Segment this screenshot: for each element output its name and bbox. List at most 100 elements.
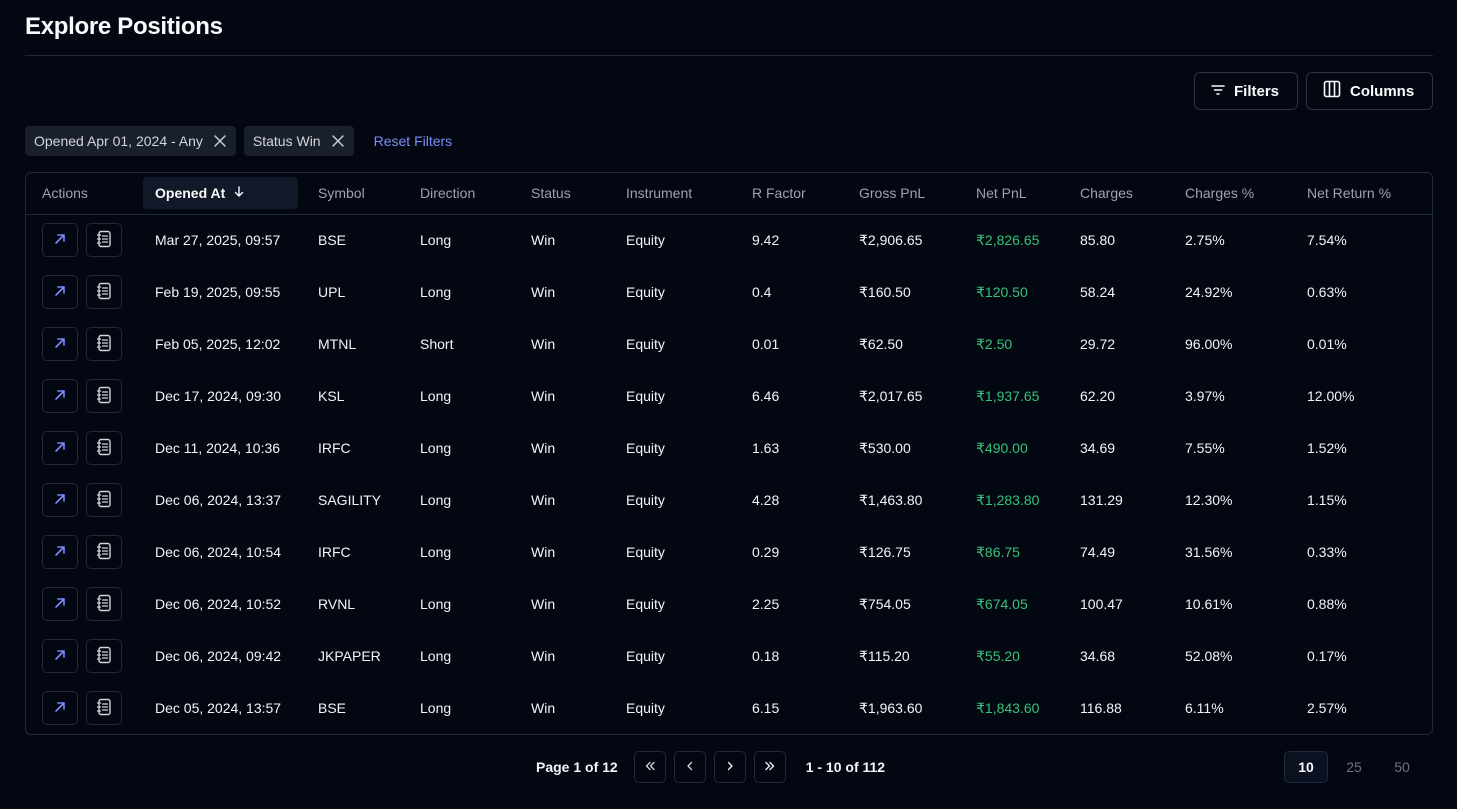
reset-filters-link[interactable]: Reset Filters <box>373 133 453 149</box>
r-factor-cell: 1.63 <box>752 440 780 456</box>
column-header-status[interactable]: Status <box>531 185 571 202</box>
journal-button[interactable] <box>86 431 122 465</box>
symbol-cell: SAGILITY <box>318 492 382 508</box>
table-row[interactable]: Mar 27, 2025, 09:57 BSE Long Win Equity 9.42 ₹… <box>26 214 1432 266</box>
page-size-option[interactable]: 10 <box>1284 751 1328 783</box>
column-header-charges-pct[interactable]: Charges % <box>1185 185 1255 202</box>
gross-pnl-cell: ₹62.50 <box>859 335 903 352</box>
journal-button[interactable] <box>86 535 122 569</box>
open-position-button[interactable] <box>42 639 78 673</box>
open-position-button[interactable] <box>42 327 78 361</box>
open-position-button[interactable] <box>42 223 78 258</box>
opened-at-cell: Feb 19, 2025, 09:55 <box>155 284 281 300</box>
charges-cell: 116.88 <box>1080 700 1122 716</box>
net-pnl-cell: ₹55.20 <box>976 647 1020 664</box>
close-icon[interactable] <box>213 134 227 148</box>
status-cell: Win <box>531 388 556 404</box>
r-factor-cell: 6.46 <box>752 388 780 404</box>
symbol-cell: UPL <box>318 284 346 300</box>
active-filters: Opened Apr 01, 2024 - Any Status Win Res… <box>25 126 452 156</box>
table-row[interactable]: Feb 05, 2025, 12:02 MTNL Short Win Equity 0.0… <box>26 318 1432 370</box>
column-header-direction[interactable]: Direction <box>420 185 476 202</box>
range-indicator: 1 - 10 of 112 <box>805 759 886 775</box>
actions-cell <box>26 474 143 526</box>
actions-cell <box>26 630 143 682</box>
table-row[interactable]: Dec 06, 2024, 10:54 IRFC Long Win Equity 0.29… <box>26 526 1432 578</box>
journal-button[interactable] <box>86 223 122 258</box>
open-position-button[interactable] <box>42 535 78 569</box>
open-position-button[interactable] <box>42 431 78 465</box>
journal-button[interactable] <box>86 587 122 621</box>
page-size-selector: 10 25 50 <box>1284 751 1424 783</box>
r-factor-cell: 0.01 <box>752 336 780 352</box>
arrow-up-right-icon <box>53 336 67 353</box>
positions-table: Actions Opened At Symbol Direction Statu… <box>25 172 1433 735</box>
filters-button[interactable]: Filters <box>1194 72 1298 110</box>
journal-button[interactable] <box>86 275 122 309</box>
open-position-button[interactable] <box>42 275 78 309</box>
next-page-button[interactable] <box>713 751 746 783</box>
first-page-button[interactable] <box>633 751 666 783</box>
open-position-button[interactable] <box>42 691 78 725</box>
filter-chip-label: Opened Apr 01, 2024 - Any <box>34 133 203 149</box>
status-cell: Win <box>531 492 556 508</box>
table-row[interactable]: Dec 06, 2024, 10:52 RVNL Long Win Equity 2.25… <box>26 578 1432 630</box>
page-size-option[interactable]: 50 <box>1394 759 1410 775</box>
table-row[interactable]: Feb 19, 2025, 09:55 UPL Long Win Equity 0.4 ₹1… <box>26 266 1432 318</box>
filter-chip-opened: Opened Apr 01, 2024 - Any <box>25 126 236 156</box>
table-row[interactable]: Dec 06, 2024, 13:37 SAGILITY Long Win Equity… <box>26 474 1432 526</box>
direction-cell: Short <box>420 336 454 352</box>
table-row[interactable]: Dec 06, 2024, 09:42 JKPAPER Long Win Equity 0… <box>26 630 1432 682</box>
open-position-button[interactable] <box>42 379 78 413</box>
opened-at-cell: Dec 06, 2024, 13:37 <box>155 492 282 508</box>
net-pnl-cell: ₹1,283.80 <box>976 491 1040 508</box>
charges-pct-cell: 96.00% <box>1185 336 1233 352</box>
arrow-up-right-icon <box>53 700 67 717</box>
arrow-up-right-icon <box>53 232 67 249</box>
last-page-button[interactable] <box>753 751 786 783</box>
actions-cell <box>26 526 143 578</box>
chevrons-right-icon <box>764 759 776 775</box>
table-row[interactable]: Dec 17, 2024, 09:30 KSL Long Win Equity 6.46 ₹… <box>26 370 1432 422</box>
column-header-r-factor[interactable]: R Factor <box>752 185 806 202</box>
gross-pnl-cell: ₹754.05 <box>859 595 911 612</box>
opened-at-cell: Dec 17, 2024, 09:30 <box>155 388 282 404</box>
journal-button[interactable] <box>86 327 122 361</box>
status-cell: Win <box>531 232 556 249</box>
page-indicator: Page 1 of 12 <box>536 759 618 775</box>
r-factor-cell: 9.42 <box>752 232 780 249</box>
notebook-icon <box>96 490 112 511</box>
symbol-cell: BSE <box>318 700 347 716</box>
charges-cell: 85.80 <box>1080 232 1116 249</box>
net-return-pct-cell: 12.00% <box>1307 388 1355 404</box>
journal-button[interactable] <box>86 379 122 413</box>
journal-button[interactable] <box>86 483 122 517</box>
previous-page-button[interactable] <box>673 751 706 783</box>
column-header-opened-at[interactable]: Opened At <box>143 173 302 214</box>
pagination: Page 1 of 12 1 - 10 of 112 <box>536 751 885 783</box>
direction-cell: Long <box>420 388 452 404</box>
column-header-net-pnl[interactable]: Net PnL <box>976 185 1027 202</box>
column-header-net-return-pct[interactable]: Net Return % <box>1307 185 1392 202</box>
net-return-pct-cell: 0.17% <box>1307 648 1347 664</box>
direction-cell: Long <box>420 596 452 612</box>
columns-button[interactable]: Columns <box>1306 72 1433 110</box>
opened-at-cell: Dec 11, 2024, 10:36 <box>155 440 281 456</box>
journal-button[interactable] <box>86 639 122 673</box>
table-row[interactable]: Dec 11, 2024, 10:36 IRFC Long Win Equity 1.63… <box>26 422 1432 474</box>
table-row[interactable]: Dec 05, 2024, 13:57 BSE Long Win Equity 6.15 ₹… <box>26 682 1432 734</box>
close-icon[interactable] <box>331 134 345 148</box>
charges-cell: 131.29 <box>1080 492 1123 508</box>
r-factor-cell: 0.4 <box>752 284 772 300</box>
column-header-charges[interactable]: Charges <box>1080 185 1133 202</box>
net-pnl-cell: ₹490.00 <box>976 439 1028 456</box>
column-header-gross-pnl[interactable]: Gross PnL <box>859 185 926 202</box>
column-header-instrument[interactable]: Instrument <box>626 185 693 202</box>
page-size-option[interactable]: 25 <box>1346 759 1362 775</box>
column-header-symbol[interactable]: Symbol <box>318 185 365 202</box>
journal-button[interactable] <box>86 691 122 725</box>
open-position-button[interactable] <box>42 587 78 621</box>
open-position-button[interactable] <box>42 483 78 517</box>
notebook-icon <box>96 646 112 667</box>
charges-pct-cell: 7.55% <box>1185 440 1225 456</box>
